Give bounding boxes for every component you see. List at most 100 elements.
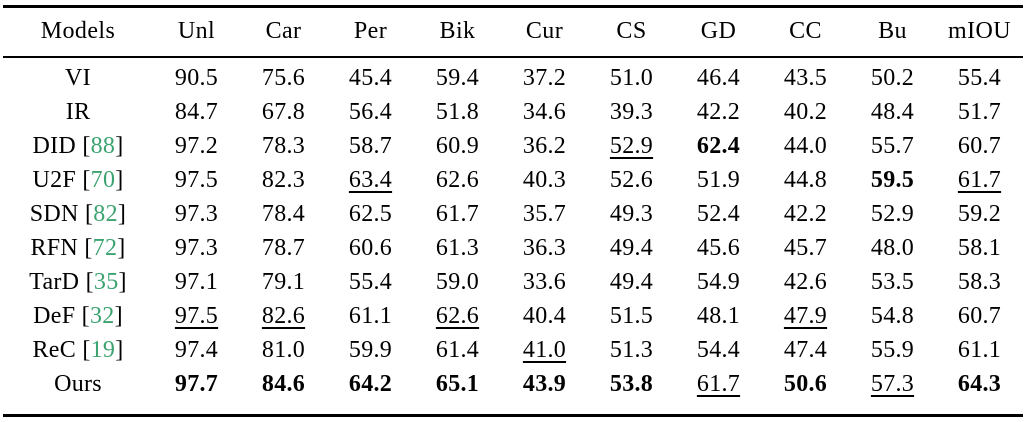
results-table: Models Unl Car Per Bik Cur CS GD CC Bu mIOU VI 90.5… — [3, 5, 1023, 417]
table-header: Models Unl Car Per Bik Cur CS GD CC Bu mIOU — [3, 6, 1023, 58]
column-header-bik: Bik — [414, 6, 501, 58]
cell-did-gd: 62.4 — [696, 133, 741, 159]
cell-sdn-cc: 42.2 — [783, 201, 828, 227]
table-row-def: DeF [32] 97.5 82.6 61.1 62.6 40.4 51.5 48.1 47.9… — [3, 299, 1023, 333]
table-row-ours: Ours 97.7 84.6 64.2 65.1 43.9 53.8 61.7 50.6 57.3… — [3, 367, 1023, 416]
citation-link[interactable]: 72 — [92, 235, 118, 261]
cell-ir-cs: 39.3 — [609, 99, 654, 125]
model-name: TarD — [29, 269, 80, 295]
model-label-rec: ReC [19] — [32, 337, 124, 363]
model-label-ours: Ours — [3, 367, 153, 416]
cell-ir-cc: 40.2 — [783, 99, 828, 125]
cell-def-cs: 51.5 — [609, 303, 654, 329]
cell-rec-cs: 51.3 — [609, 337, 654, 363]
cell-u2f-per: 63.4 — [348, 167, 393, 193]
citation-link[interactable]: 70 — [90, 167, 116, 193]
cell-ours-per: 64.2 — [348, 371, 393, 397]
column-header-cur: Cur — [501, 6, 588, 58]
cell-rec-miou: 61.1 — [957, 337, 1002, 363]
model-name: ReC — [32, 337, 77, 363]
cell-ours-cs: 53.8 — [609, 371, 654, 397]
citation-link[interactable]: 19 — [90, 337, 116, 363]
table-row-tard: TarD [35] 97.1 79.1 55.4 59.0 33.6 49.4 54.9 42.… — [3, 265, 1023, 299]
citation-link[interactable]: 32 — [89, 303, 115, 329]
cell-did-unl: 97.2 — [174, 133, 219, 159]
column-header-cs: CS — [588, 6, 675, 58]
model-label-tard: TarD [35] — [29, 269, 127, 295]
model-label-vi: VI — [3, 57, 153, 95]
cell-ir-unl: 84.7 — [174, 99, 219, 125]
model-name: DeF — [33, 303, 76, 329]
cell-ir-per: 56.4 — [348, 99, 393, 125]
table-row-ir: IR 84.7 67.8 56.4 51.8 34.6 39.3 42.2 40.2 48.4 51… — [3, 95, 1023, 129]
cell-ir-bik: 51.8 — [435, 99, 480, 125]
cell-u2f-gd: 51.9 — [696, 167, 741, 193]
cell-u2f-miou: 61.7 — [957, 167, 1002, 193]
cell-rec-bu: 55.9 — [870, 337, 915, 363]
cell-vi-unl: 90.5 — [174, 65, 219, 91]
column-header-unl: Unl — [153, 6, 240, 58]
cell-did-car: 78.3 — [261, 133, 306, 159]
cell-rec-unl: 97.4 — [174, 337, 219, 363]
cell-ours-cc: 50.6 — [783, 371, 828, 397]
cell-ir-bu: 48.4 — [870, 99, 915, 125]
model-name: IR — [65, 99, 91, 125]
cell-ours-cur: 43.9 — [522, 371, 567, 397]
table-body: VI 90.5 75.6 45.4 59.4 37.2 51.0 46.4 43.5 50.2 55… — [3, 57, 1023, 416]
citation-link[interactable]: 82 — [93, 201, 118, 227]
cell-vi-miou: 55.4 — [957, 65, 1002, 91]
model-name: RFN — [30, 235, 79, 261]
cell-sdn-car: 78.4 — [261, 201, 306, 227]
model-name: Ours — [54, 371, 102, 397]
column-header-miou: mIOU — [936, 6, 1023, 58]
cell-tard-car: 79.1 — [261, 269, 306, 295]
model-label-sdn: SDN [82] — [29, 201, 127, 227]
citation-link[interactable]: 88 — [90, 133, 116, 159]
cell-def-per: 61.1 — [348, 303, 393, 329]
model-name: DID — [32, 133, 77, 159]
citation-link[interactable]: 35 — [93, 269, 119, 295]
cell-vi-cc: 43.5 — [783, 65, 828, 91]
cell-ours-bu: 57.3 — [870, 371, 915, 397]
model-label-def: DeF [32] — [33, 303, 123, 329]
cell-sdn-miou: 59.2 — [957, 201, 1002, 227]
cell-rec-cc: 47.4 — [783, 337, 828, 363]
cell-def-bu: 54.8 — [870, 303, 915, 329]
cell-def-miou: 60.7 — [957, 303, 1002, 329]
cell-sdn-bu: 52.9 — [870, 201, 915, 227]
cell-did-per: 58.7 — [348, 133, 393, 159]
cell-vi-car: 75.6 — [261, 65, 306, 91]
cell-rfn-car: 78.7 — [261, 235, 306, 261]
cell-vi-bik: 59.4 — [435, 65, 480, 91]
cell-def-cur: 40.4 — [522, 303, 567, 329]
cell-def-car: 82.6 — [261, 303, 306, 329]
cell-tard-bu: 53.5 — [870, 269, 915, 295]
cell-u2f-bik: 62.6 — [435, 167, 480, 193]
model-name: U2F — [32, 167, 77, 193]
cell-tard-cur: 33.6 — [522, 269, 567, 295]
cell-tard-unl: 97.1 — [174, 269, 219, 295]
cell-def-bik: 62.6 — [435, 303, 480, 329]
column-header-car: Car — [240, 6, 327, 58]
table-row-sdn: SDN [82] 97.3 78.4 62.5 61.7 35.7 49.3 52.4 42.2… — [3, 197, 1023, 231]
cell-rfn-cs: 49.4 — [609, 235, 654, 261]
cell-vi-gd: 46.4 — [696, 65, 741, 91]
cell-sdn-cs: 49.3 — [609, 201, 654, 227]
cell-rfn-cur: 36.3 — [522, 235, 567, 261]
cell-tard-cc: 42.6 — [783, 269, 828, 295]
cell-rfn-miou: 58.1 — [957, 235, 1002, 261]
cell-rec-bik: 61.4 — [435, 337, 480, 363]
cell-def-cc: 47.9 — [783, 303, 828, 329]
cell-vi-cs: 51.0 — [609, 65, 654, 91]
cell-rec-gd: 54.4 — [696, 337, 741, 363]
cell-rec-car: 81.0 — [261, 337, 306, 363]
cell-rfn-bik: 61.3 — [435, 235, 480, 261]
cell-rec-per: 59.9 — [348, 337, 393, 363]
model-name: VI — [65, 65, 91, 91]
cell-ours-miou: 64.3 — [957, 371, 1002, 397]
model-label-did: DID [88] — [32, 133, 124, 159]
column-header-gd: GD — [675, 6, 762, 58]
model-label-rfn: RFN [72] — [30, 235, 126, 261]
table-row-vi: VI 90.5 75.6 45.4 59.4 37.2 51.0 46.4 43.5 50.2 55… — [3, 57, 1023, 95]
cell-def-unl: 97.5 — [174, 303, 219, 329]
